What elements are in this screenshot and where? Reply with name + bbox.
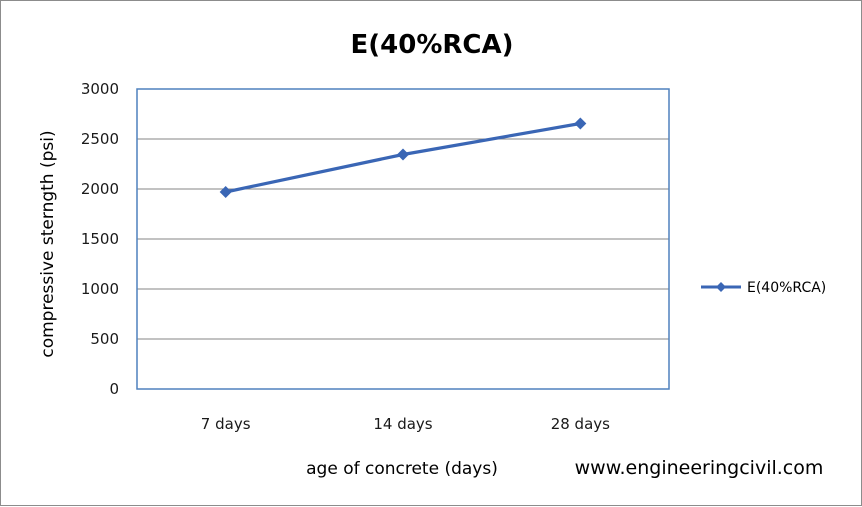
data-point — [219, 186, 232, 198]
x-tick-label: 7 days — [201, 415, 251, 433]
data-point — [574, 117, 587, 130]
legend-marker — [716, 282, 726, 292]
y-tick-label: 2000 — [81, 180, 119, 198]
y-axis-label: compressive sterngth (psi) — [38, 130, 58, 357]
legend-label: E(40%RCA) — [747, 280, 826, 296]
y-tick-label: 0 — [109, 380, 119, 398]
x-tick-label: 14 days — [373, 415, 432, 433]
legend: E(40%RCA) — [701, 280, 826, 296]
y-tick-label: 3000 — [81, 80, 119, 98]
x-tick-label: 28 days — [551, 415, 610, 433]
y-tick-label: 1000 — [81, 280, 119, 298]
data-point — [397, 148, 409, 161]
chart-title: E(40%RCA) — [351, 30, 514, 60]
watermark-text: www.engineeringcivil.com — [575, 457, 824, 479]
y-axis-ticks: 0 500 1000 1500 2000 2500 3000 — [81, 80, 119, 398]
y-tick-label: 500 — [90, 330, 119, 348]
y-tick-label: 2500 — [81, 130, 119, 148]
y-tick-label: 1500 — [81, 230, 119, 248]
x-axis-label: age of concrete (days) — [306, 459, 498, 479]
plot-area — [136, 88, 670, 390]
series-layer — [219, 117, 587, 198]
x-axis-ticks: 7 days 14 days 28 days — [201, 415, 610, 433]
gridlines — [137, 138, 669, 390]
